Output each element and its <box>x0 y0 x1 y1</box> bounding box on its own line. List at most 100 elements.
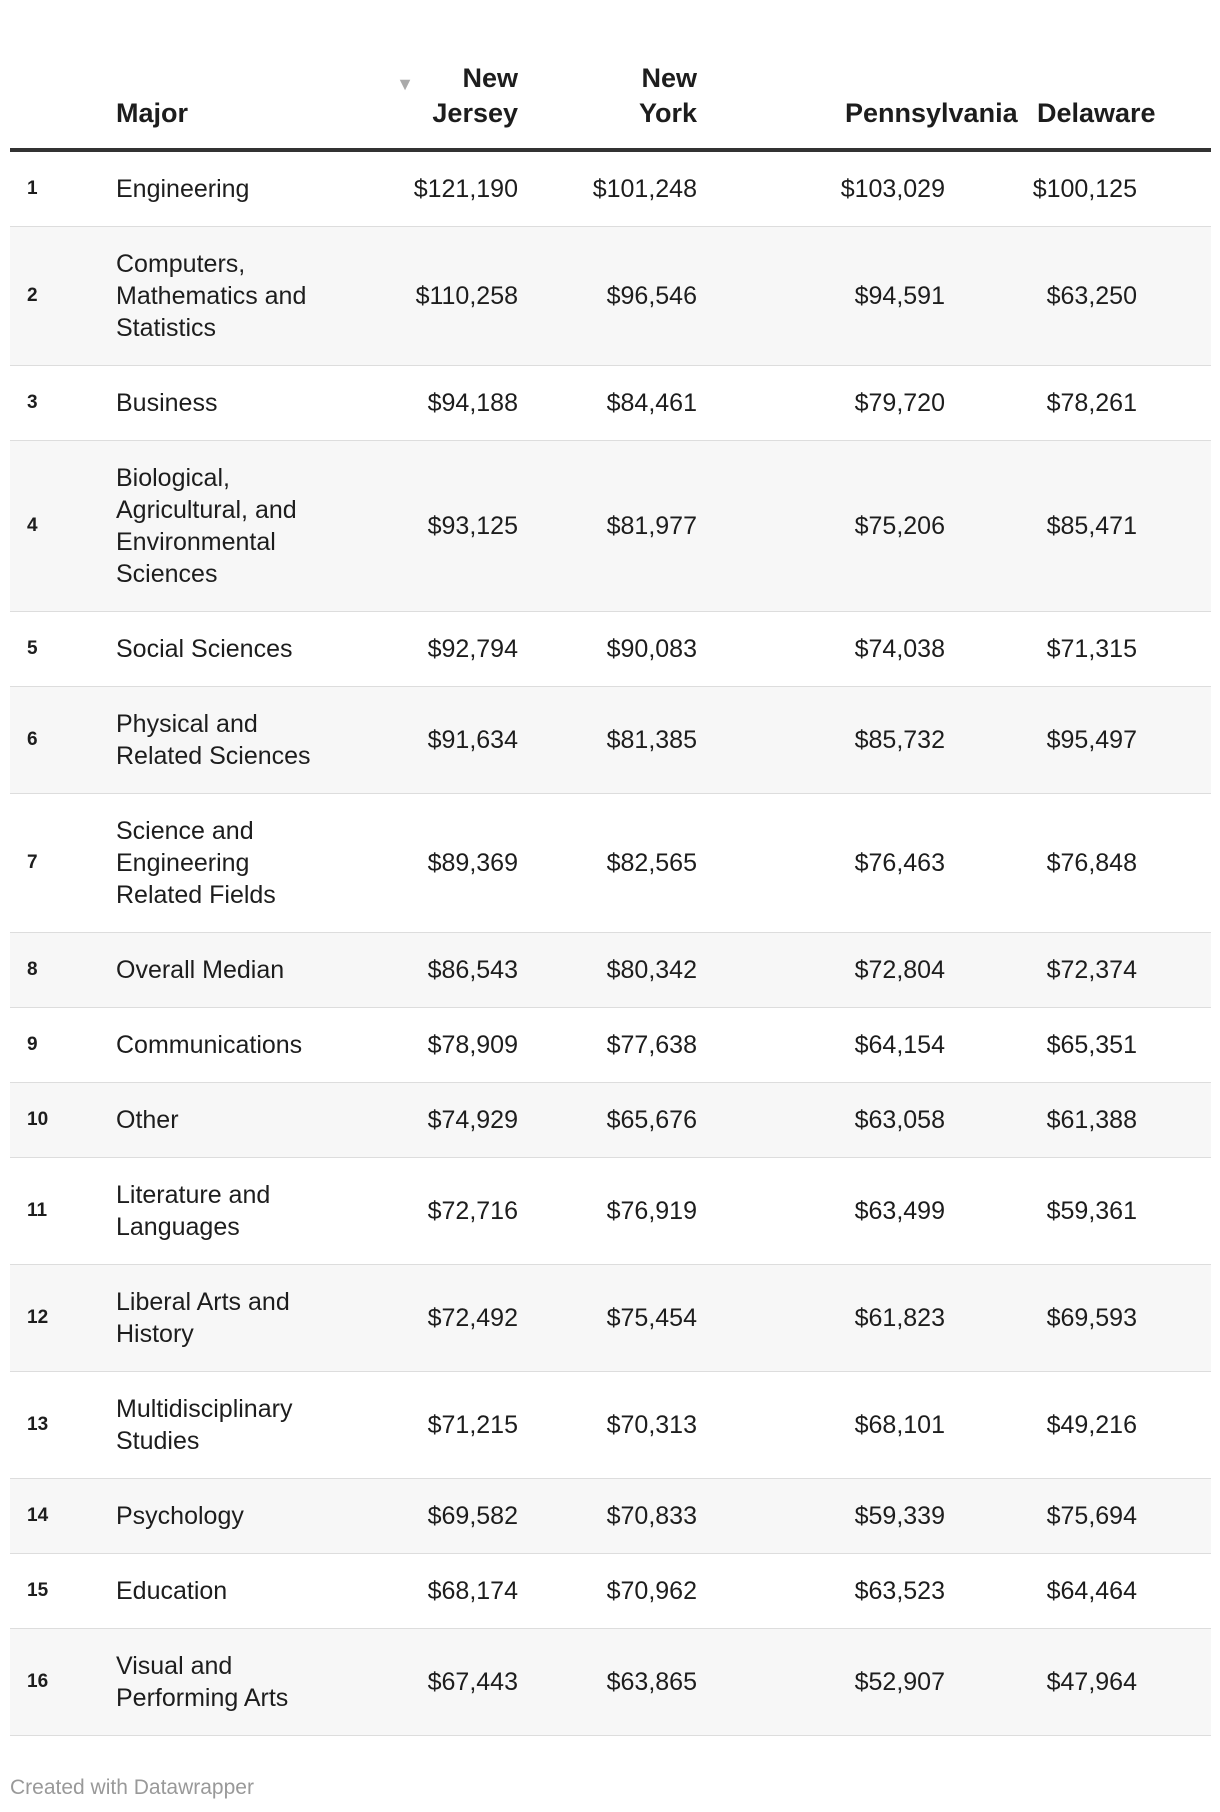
column-header-text: New York <box>638 63 697 128</box>
rank-cell: 16 <box>10 1628 106 1736</box>
table-row: 10 Other $74,929 $65,676 $63,058 $61,388 <box>10 1082 1211 1158</box>
salary-cell: $75,206 <box>697 440 945 612</box>
salary-cell: $74,038 <box>697 611 945 687</box>
salary-cell: $110,258 <box>356 226 518 366</box>
table-row: 11 Literature and Languages $72,716 $76,919… <box>10 1157 1211 1265</box>
column-header: Major <box>106 0 356 152</box>
salary-cell: $81,385 <box>518 686 697 794</box>
header-row: Major ▼ New Jersey New York Pennsylvania Dela… <box>10 0 1211 152</box>
footer: Created with Datawrapper <box>10 1776 254 1799</box>
column-header-text: Major <box>116 98 189 128</box>
salary-cell: $93,125 <box>356 440 518 612</box>
sort-indicator: ▼ <box>396 74 414 94</box>
salary-cell: $81,977 <box>518 440 697 612</box>
table-row: 2 Computers, Mathematics and Statistics $1… <box>10 226 1211 366</box>
salary-cell: $85,471 <box>945 440 1137 612</box>
rank-cell: 13 <box>10 1371 106 1479</box>
salary-cell: $72,804 <box>697 932 945 1008</box>
salary-cell: $70,962 <box>518 1553 697 1629</box>
salary-cell: $52,907 <box>697 1628 945 1736</box>
salary-cell: $74,929 <box>356 1082 518 1158</box>
column-header: New York <box>518 0 697 152</box>
rank-cell: 8 <box>10 932 106 1008</box>
overflow-cell <box>1137 1478 1211 1554</box>
salary-cell: $67,443 <box>356 1628 518 1736</box>
salary-cell: $76,463 <box>697 793 945 933</box>
salary-cell: $75,454 <box>518 1264 697 1372</box>
overflow-cell <box>1137 1264 1211 1372</box>
column-header-text: Pennsylvania <box>845 98 1018 128</box>
salary-cell: $94,591 <box>697 226 945 366</box>
overflow-cell <box>1137 686 1211 794</box>
table-row: 7 Science and Engineering Related Fields $… <box>10 793 1211 933</box>
salary-cell: $64,154 <box>697 1007 945 1083</box>
major-cell: Biological, Agricultural, and Environmen… <box>106 440 356 612</box>
salary-cell: $101,248 <box>518 150 697 227</box>
table-row: 3 Business $94,188 $84,461 $79,720 $78,261 <box>10 365 1211 441</box>
major-cell: Visual and Performing Arts <box>106 1628 356 1736</box>
overflow-cell <box>1137 1371 1211 1479</box>
rank-cell: 7 <box>10 793 106 933</box>
major-cell: Education <box>106 1553 356 1629</box>
salary-cell: $65,676 <box>518 1082 697 1158</box>
salary-cell: $63,865 <box>518 1628 697 1736</box>
overflow-cell <box>1137 365 1211 441</box>
rank-cell: 12 <box>10 1264 106 1372</box>
salary-cell: $79,720 <box>697 365 945 441</box>
salary-cell: $103,029 <box>697 150 945 227</box>
salary-cell: $80,342 <box>518 932 697 1008</box>
salary-cell: $94,188 <box>356 365 518 441</box>
salary-cell: $77,638 <box>518 1007 697 1083</box>
major-cell: Business <box>106 365 356 441</box>
salary-cell: $90,083 <box>518 611 697 687</box>
overflow-cell <box>1137 150 1211 227</box>
salary-cell: $96,546 <box>518 226 697 366</box>
overflow-cell <box>1137 793 1211 933</box>
column-header: Delaware <box>945 0 1156 152</box>
major-cell: Physical and Related Sciences <box>106 686 356 794</box>
salary-cell: $72,374 <box>945 932 1137 1008</box>
salary-cell: $89,369 <box>356 793 518 933</box>
major-cell: Communications <box>106 1007 356 1083</box>
column-header-text: Delaware <box>1037 98 1156 128</box>
overflow-header <box>1137 0 1211 152</box>
overflow-cell <box>1137 932 1211 1008</box>
overflow-cell <box>1137 1628 1211 1736</box>
salary-cell: $59,361 <box>945 1157 1137 1265</box>
salary-cell: $71,215 <box>356 1371 518 1479</box>
major-cell: Liberal Arts and History <box>106 1264 356 1372</box>
salary-cell: $100,125 <box>945 150 1137 227</box>
table-row: 13 Multidisciplinary Studies $71,215 $70,31… <box>10 1371 1211 1479</box>
salary-cell: $86,543 <box>356 932 518 1008</box>
salary-cell: $63,523 <box>697 1553 945 1629</box>
salary-cell: $63,499 <box>697 1157 945 1265</box>
overflow-cell <box>1137 440 1211 612</box>
table-row: 15 Education $68,174 $70,962 $63,523 $64,464 <box>10 1553 1211 1629</box>
salary-cell: $49,216 <box>945 1371 1137 1479</box>
table-body: 1 Engineering $121,190 $101,248 $103,029 $100… <box>10 150 1211 1736</box>
rank-cell: 4 <box>10 440 106 612</box>
salary-cell: $82,565 <box>518 793 697 933</box>
salary-cell: $61,388 <box>945 1082 1137 1158</box>
salary-cell: $71,315 <box>945 611 1137 687</box>
salary-cell: $63,250 <box>945 226 1137 366</box>
salary-cell: $69,582 <box>356 1478 518 1554</box>
salary-cell: $84,461 <box>518 365 697 441</box>
rank-cell: 6 <box>10 686 106 794</box>
salary-cell: $121,190 <box>356 150 518 227</box>
salary-cell: $91,634 <box>356 686 518 794</box>
salary-cell: $68,101 <box>697 1371 945 1479</box>
rank-cell: 9 <box>10 1007 106 1083</box>
salary-cell: $47,964 <box>945 1628 1137 1736</box>
major-cell: Literature and Languages <box>106 1157 356 1265</box>
salary-cell: $75,694 <box>945 1478 1137 1554</box>
salary-table: Major ▼ New Jersey New York Pennsylvania Dela… <box>10 0 1211 1736</box>
column-header-text: New Jersey <box>432 63 518 128</box>
table-row: 5 Social Sciences $92,794 $90,083 $74,038 $71… <box>10 611 1211 687</box>
salary-cell: $78,909 <box>356 1007 518 1083</box>
table-row: 16 Visual and Performing Arts $67,443 $63,8… <box>10 1628 1211 1736</box>
table-row: 9 Communications $78,909 $77,638 $64,154 $65,… <box>10 1007 1211 1083</box>
table-row: 12 Liberal Arts and History $72,492 $75,454… <box>10 1264 1211 1372</box>
rank-cell: 1 <box>10 150 106 227</box>
